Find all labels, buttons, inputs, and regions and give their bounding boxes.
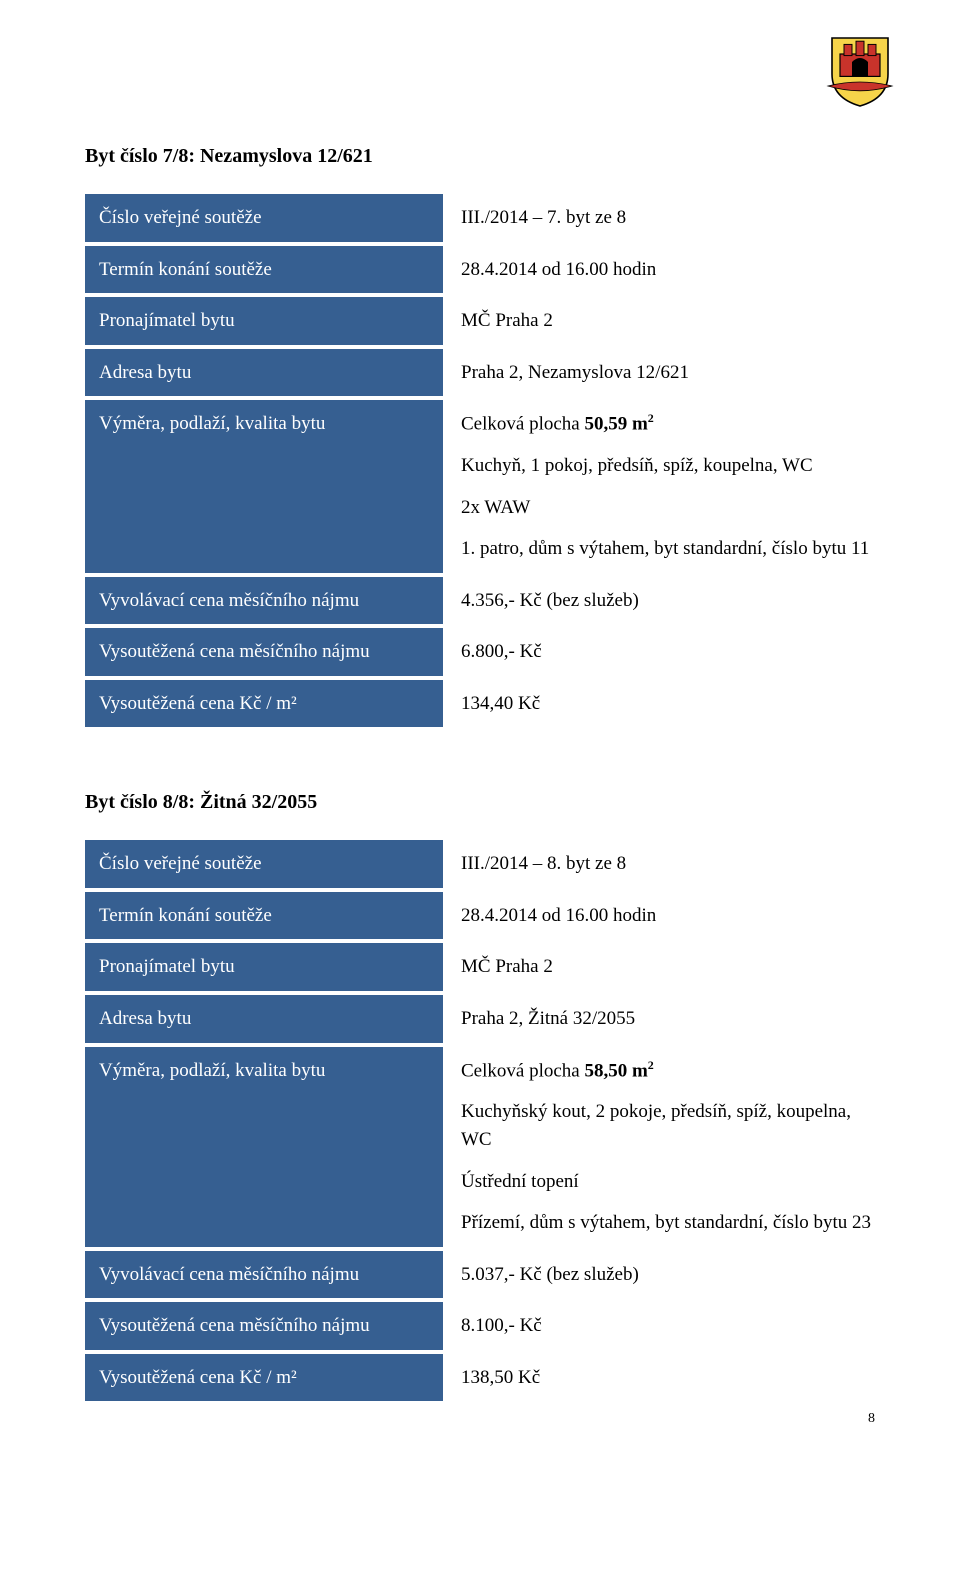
label-vysoutezena: Vysoutěžená cena měsíčního nájmu — [85, 628, 443, 676]
plocha-prefix: Celková plocha — [461, 414, 584, 435]
label-vyvolavaci: Vyvolávací cena měsíčního nájmu — [85, 577, 443, 625]
label-vysoutezena-m2: Vysoutěžená cena Kč / m² — [85, 680, 443, 728]
table-row: Číslo veřejné soutěže III./2014 – 7. byt… — [85, 194, 875, 242]
square-sup: 2 — [648, 1058, 654, 1072]
table-row: Adresa bytu Praha 2, Nezamyslova 12/621 — [85, 349, 875, 397]
plocha-prefix: Celková plocha — [461, 1060, 584, 1081]
value-vymera: Celková plocha 58,50 m2 Kuchyňský kout, … — [443, 1047, 875, 1247]
listing1-title: Byt číslo 7/8: Nezamyslova 12/621 — [85, 145, 875, 168]
floor-text: Přízemí, dům s výtahem, byt standardní, … — [461, 1209, 875, 1237]
table-row: Vyvolávací cena měsíčního nájmu 5.037,- … — [85, 1251, 875, 1299]
value-vysoutezena: 8.100,- Kč — [443, 1302, 875, 1350]
floor-text: 1. patro, dům s výtahem, byt standardní,… — [461, 535, 875, 563]
table-row: Pronajímatel bytu MČ Praha 2 — [85, 943, 875, 991]
square-sup: 2 — [648, 411, 654, 425]
value-vysoutezena: 6.800,- Kč — [443, 628, 875, 676]
value-vyvolavaci: 5.037,- Kč (bez služeb) — [443, 1251, 875, 1299]
table-row: Vysoutěžená cena Kč / m² 134,40 Kč — [85, 680, 875, 728]
value-vyvolavaci: 4.356,- Kč (bez služeb) — [443, 577, 875, 625]
label-vymera: Výměra, podlaží, kvalita bytu — [85, 1047, 443, 1247]
heating-text: 2x WAW — [461, 494, 875, 522]
plocha-value: 50,59 m — [584, 414, 647, 435]
value-pronajimatel: MČ Praha 2 — [443, 297, 875, 345]
label-vysoutezena-m2: Vysoutěžená cena Kč / m² — [85, 1354, 443, 1402]
page: Byt číslo 7/8: Nezamyslova 12/621 Číslo … — [0, 0, 960, 1445]
table-row: Pronajímatel bytu MČ Praha 2 — [85, 297, 875, 345]
value-vysoutezena-m2: 134,40 Kč — [443, 680, 875, 728]
label-adresa: Adresa bytu — [85, 995, 443, 1043]
value-cislo-souteze: III./2014 – 8. byt ze 8 — [443, 840, 875, 888]
table-row: Vyvolávací cena měsíčního nájmu 4.356,- … — [85, 577, 875, 625]
value-termin: 28.4.2014 od 16.00 hodin — [443, 246, 875, 294]
prague-crest-icon — [820, 30, 900, 110]
value-adresa: Praha 2, Žitná 32/2055 — [443, 995, 875, 1043]
listing1-table: Číslo veřejné soutěže III./2014 – 7. byt… — [85, 190, 875, 731]
table-row: Číslo veřejné soutěže III./2014 – 8. byt… — [85, 840, 875, 888]
table-row: Výměra, podlaží, kvalita bytu Celková pl… — [85, 1047, 875, 1247]
value-termin: 28.4.2014 od 16.00 hodin — [443, 892, 875, 940]
table-row: Termín konání soutěže 28.4.2014 od 16.00… — [85, 246, 875, 294]
value-adresa: Praha 2, Nezamyslova 12/621 — [443, 349, 875, 397]
plocha-value: 58,50 m — [584, 1060, 647, 1081]
table-row: Vysoutěžená cena Kč / m² 138,50 Kč — [85, 1354, 875, 1402]
label-vysoutezena: Vysoutěžená cena měsíčního nájmu — [85, 1302, 443, 1350]
value-pronajimatel: MČ Praha 2 — [443, 943, 875, 991]
table-row: Vysoutěžená cena měsíčního nájmu 8.100,-… — [85, 1302, 875, 1350]
table-row: Termín konání soutěže 28.4.2014 od 16.00… — [85, 892, 875, 940]
value-vymera: Celková plocha 50,59 m2 Kuchyň, 1 pokoj,… — [443, 400, 875, 573]
label-termin: Termín konání soutěže — [85, 892, 443, 940]
value-cislo-souteze: III./2014 – 7. byt ze 8 — [443, 194, 875, 242]
label-adresa: Adresa bytu — [85, 349, 443, 397]
table-row: Vysoutěžená cena měsíčního nájmu 6.800,-… — [85, 628, 875, 676]
value-vysoutezena-m2: 138,50 Kč — [443, 1354, 875, 1402]
listing2-table: Číslo veřejné soutěže III./2014 – 8. byt… — [85, 836, 875, 1405]
label-termin: Termín konání soutěže — [85, 246, 443, 294]
listing2-title: Byt číslo 8/8: Žitná 32/2055 — [85, 791, 875, 814]
label-cislo-souteze: Číslo veřejné soutěže — [85, 194, 443, 242]
label-cislo-souteze: Číslo veřejné soutěže — [85, 840, 443, 888]
label-pronajimatel: Pronajímatel bytu — [85, 297, 443, 345]
rooms-text: Kuchyň, 1 pokoj, předsíň, spíž, koupelna… — [461, 452, 875, 480]
heating-text: Ústřední topení — [461, 1168, 875, 1196]
table-row: Výměra, podlaží, kvalita bytu Celková pl… — [85, 400, 875, 573]
label-pronajimatel: Pronajímatel bytu — [85, 943, 443, 991]
page-number: 8 — [868, 1411, 875, 1427]
label-vymera: Výměra, podlaží, kvalita bytu — [85, 400, 443, 573]
label-vyvolavaci: Vyvolávací cena měsíčního nájmu — [85, 1251, 443, 1299]
table-row: Adresa bytu Praha 2, Žitná 32/2055 — [85, 995, 875, 1043]
rooms-text: Kuchyňský kout, 2 pokoje, předsíň, spíž,… — [461, 1098, 875, 1153]
